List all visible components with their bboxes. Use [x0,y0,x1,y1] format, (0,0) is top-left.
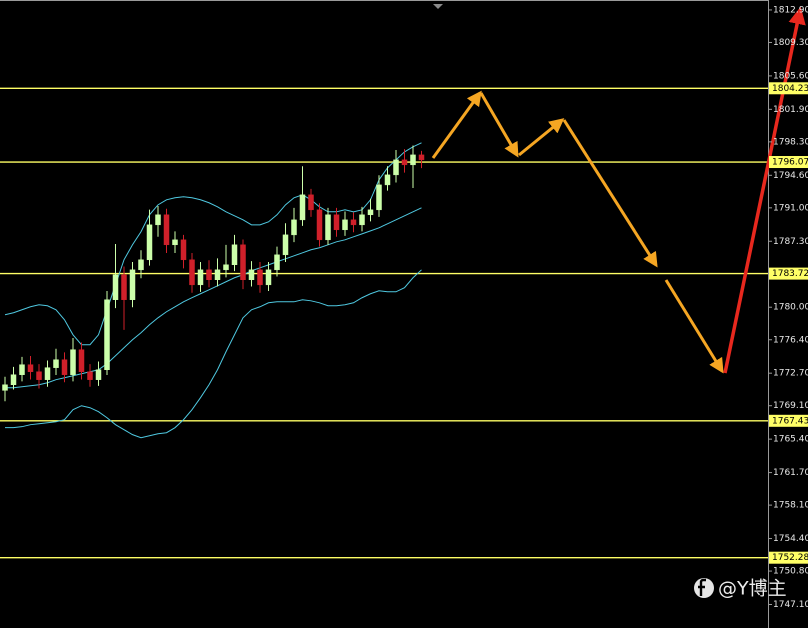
candle-body [274,254,280,271]
candle-body [231,244,238,266]
candle-body [393,159,399,176]
watermark-icon-glyph [698,578,706,596]
level-label: 1783.72 [772,269,808,279]
forecast-arrow [664,279,724,374]
candle-body [367,209,374,216]
y-axis: 1812.90 1809.30 1805.60 1801.90 1798.30 1794.… [768,5,808,610]
candle-body [70,349,76,375]
candle-body [410,154,416,166]
level-label-box [769,267,808,280]
candle-body [291,219,297,236]
candle-body [87,371,93,380]
shift-marker [433,4,443,9]
candle-body [10,374,17,386]
candle-body [44,367,51,380]
level-label: 1796.07 [772,158,808,168]
level-label-box [769,82,808,95]
candle-body [308,194,314,211]
band-line [5,207,422,389]
level-label-box [769,156,808,169]
y-tick-label: 1765.40 [773,435,808,445]
candle-body [342,219,348,231]
candle-body [316,209,323,241]
level-label-box [769,551,808,564]
candle-body [376,184,382,211]
y-tick-label: 1805.60 [773,71,808,81]
y-tick-label: 1776.40 [773,335,808,345]
candle-body [401,159,408,166]
level-label-box [769,414,808,427]
level-label: 1767.43 [772,416,808,426]
level-label: 1804.23 [772,84,808,94]
y-tick-label: 1754.40 [773,534,808,544]
y-tick-label: 1791.00 [773,203,808,213]
candle-body [197,269,204,286]
y-tick-label: 1812.90 [773,5,808,15]
forecast-arrows [431,6,806,374]
candle-body [257,269,263,286]
y-tick-label: 1794.60 [773,171,808,181]
y-tick-label: 1780.00 [773,303,808,313]
bands [4,142,422,439]
candle-body [61,359,68,375]
candle-body [27,364,34,372]
forecast-arrow [562,119,658,268]
y-tick-label: 1772.70 [773,369,808,379]
watermark-text: @Y博主 [718,578,787,600]
candle-body [172,239,178,246]
candle-body [53,359,59,368]
candle-body [95,369,102,380]
y-tick-label: 1787.30 [773,237,808,247]
candle-body [146,224,153,261]
candle-body [138,259,144,271]
candle-body [206,269,212,281]
y-tick-label: 1750.80 [773,567,808,577]
candle-body [214,269,221,281]
watermark: @Y博主 [694,578,787,600]
candle-body [112,274,119,300]
candle-body [248,269,255,281]
forecast-arrow [431,90,482,159]
candle-body [282,234,289,256]
band-line [4,142,422,346]
y-tick-label: 1747.10 [773,600,808,610]
candle-body [325,214,331,241]
candle-body [78,349,85,372]
candle-body [265,269,272,286]
candle-body [333,214,340,231]
candle-body [384,174,391,186]
candle-body [155,214,161,226]
candle-body [104,299,110,371]
candle-body [2,384,8,391]
forecast-arrow [723,6,806,374]
candle-body [223,264,229,271]
candle-body [19,364,25,375]
candle-body [180,239,187,261]
y-tick-label: 1809.30 [773,38,808,48]
level-label: 1752.28 [772,553,808,563]
band-line [5,269,422,439]
candle-body [121,274,127,300]
levels [0,87,768,559]
candle-body [189,259,195,286]
candle-body [163,214,170,246]
y-tick-label: 1758.10 [773,501,808,511]
candle-body [129,269,136,300]
forecast-arrow [479,92,519,158]
y-tick-label: 1798.30 [773,137,808,147]
y-tick-label: 1761.70 [773,468,808,478]
candle-body [36,371,42,380]
candle-body [359,214,365,226]
y-tick-label: 1769.10 [773,401,808,411]
y-tick-label: 1801.90 [773,105,808,115]
candle-body [299,194,306,221]
candle-body [418,154,425,161]
candle-body [240,244,246,281]
candle-body [350,219,357,226]
candles [2,145,425,402]
forecast-arrow [518,118,565,157]
